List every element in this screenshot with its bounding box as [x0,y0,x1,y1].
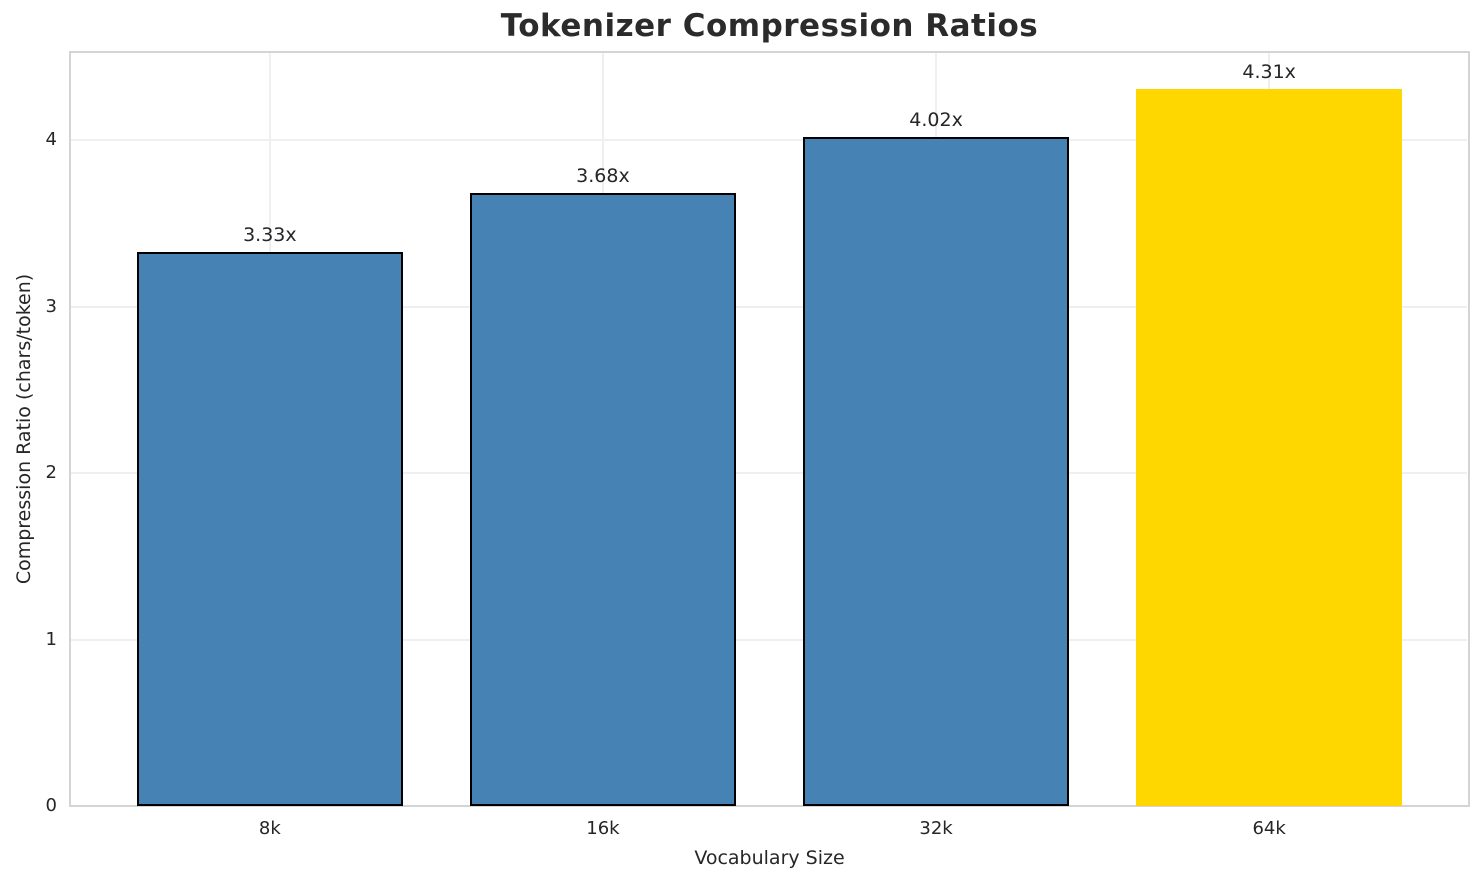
chart-title: Tokenizer Compression Ratios [500,8,1039,44]
bar-32k [802,136,1070,806]
y-tick-label-4: 4 [45,129,57,151]
gridline-horizontal-4 [71,139,1467,142]
bar-16k [469,193,737,806]
gridline-horizontal-2 [71,472,1467,475]
bar-64k [1135,88,1403,806]
x-tick-label-32k: 32k [919,818,953,839]
y-axis-label: Compression Ratio (chars/token) [13,273,35,585]
gridline-horizontal-1 [71,638,1467,641]
gridline-horizontal-3 [71,305,1467,308]
x-tick-label-16k: 16k [586,818,620,839]
bar-8k [136,251,404,806]
y-tick-label-3: 3 [45,295,57,317]
x-tick-label-64k: 64k [1252,818,1286,839]
bar-value-label-16k: 3.68x [576,165,630,188]
y-tick-label-0: 0 [45,795,57,816]
bar-value-label-64k: 4.31x [1242,60,1296,83]
x-axis-label: Vocabulary Size [694,847,845,869]
bar-value-label-32k: 4.02x [909,108,963,131]
plot-area [69,51,1470,807]
y-tick-label-2: 2 [45,462,57,484]
y-tick-label-1: 1 [45,628,57,650]
bar-value-label-8k: 3.33x [243,223,297,246]
x-tick-label-8k: 8k [258,818,281,839]
